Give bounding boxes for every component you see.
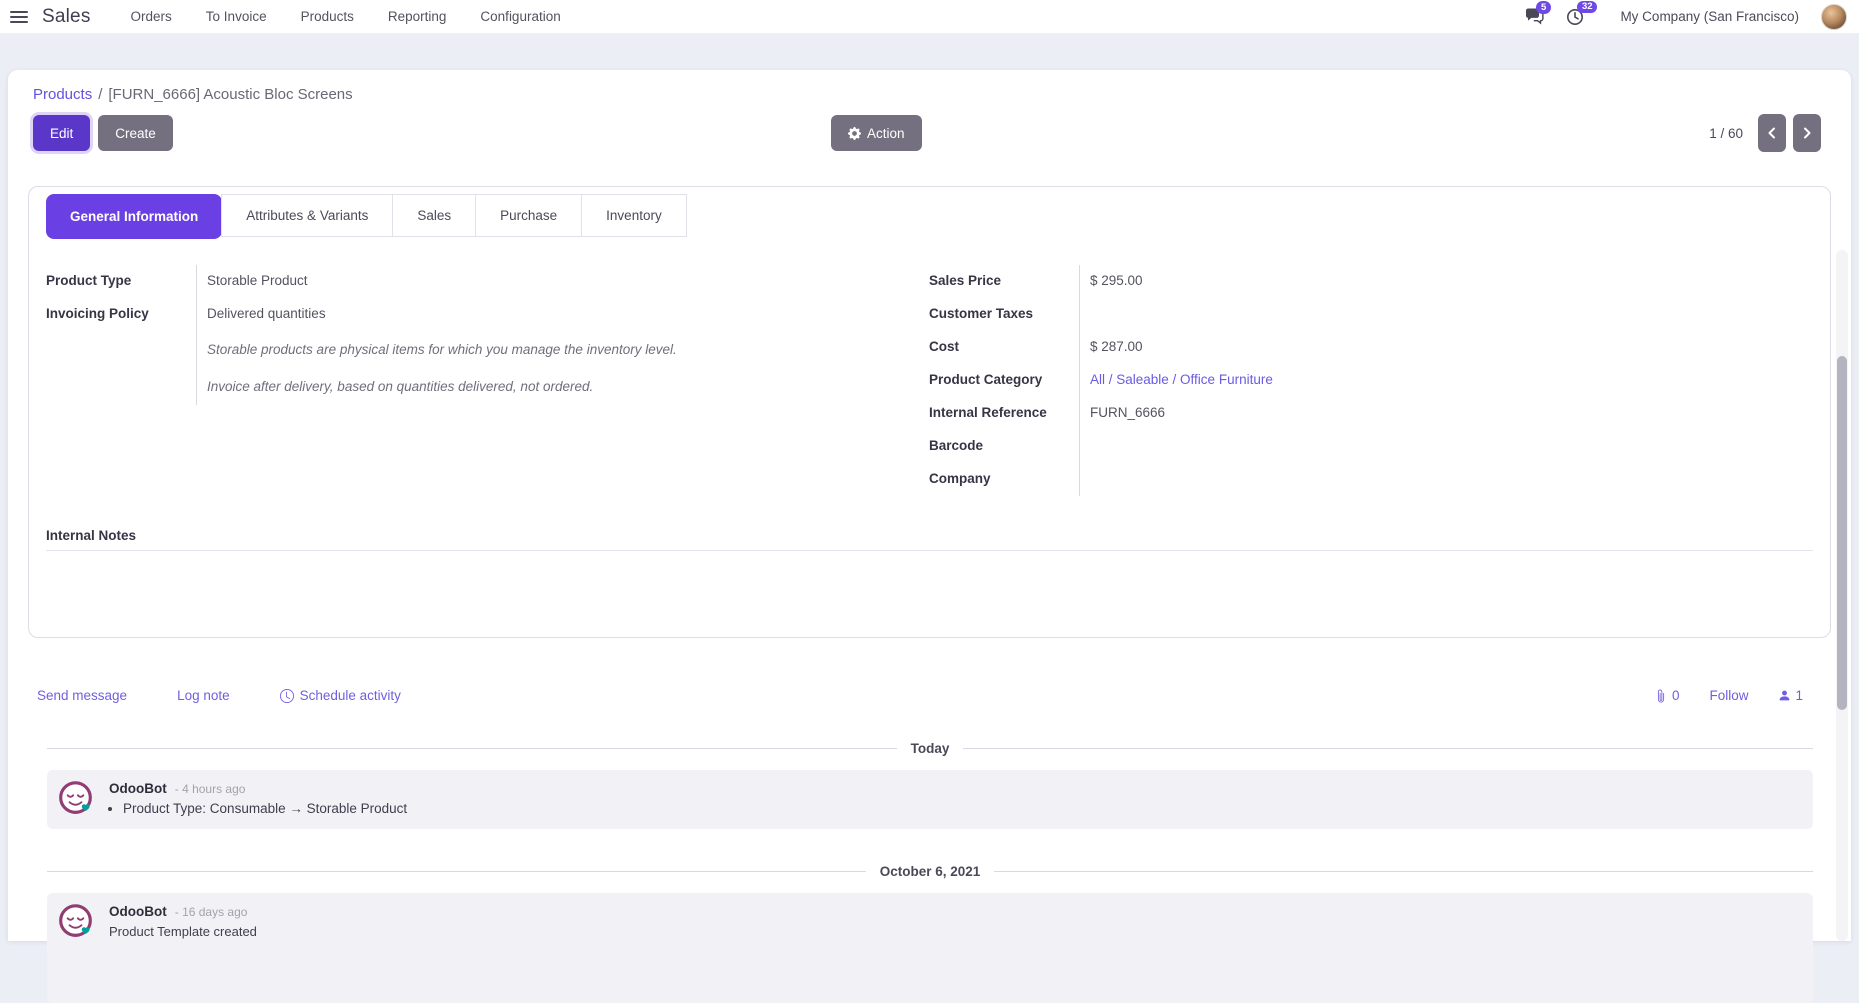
scrollbar-thumb[interactable] (1837, 356, 1847, 710)
breadcrumb-products-link[interactable]: Products (33, 86, 92, 103)
form-right-column: Sales Price $ 295.00 Customer Taxes Cost… (929, 265, 1813, 496)
form-view-panel: Products / [FURN_6666] Acoustic Bloc Scree… (8, 70, 1851, 941)
company-switcher[interactable]: My Company (San Francisco) (1620, 9, 1799, 24)
app-name[interactable]: Sales (42, 6, 91, 28)
internal-reference-label: Internal Reference (929, 397, 1079, 430)
customer-taxes-label: Customer Taxes (929, 298, 1079, 331)
message-timestamp: - 16 days ago (175, 905, 248, 919)
app-menu: Orders To Invoice Products Reporting Con… (131, 9, 561, 24)
log-note-button[interactable]: Log note (177, 688, 230, 703)
message-timestamp: - 4 hours ago (175, 782, 246, 796)
form-sheet: General Information Attributes & Variant… (28, 186, 1831, 638)
menu-reporting[interactable]: Reporting (388, 9, 447, 24)
odoobot-avatar (57, 903, 94, 940)
activities-badge: 32 (1577, 1, 1597, 14)
pager-previous-button[interactable] (1758, 114, 1786, 152)
menu-configuration[interactable]: Configuration (480, 9, 560, 24)
menu-products[interactable]: Products (301, 9, 354, 24)
action-button-label: Action (867, 126, 905, 141)
internal-notes-section: Internal Notes (46, 528, 1813, 551)
date-divider-today: Today (47, 741, 1813, 756)
menu-to-invoice[interactable]: To Invoice (206, 9, 267, 24)
message-thread: Today OdooBot - 4 hours ago (37, 741, 1823, 1003)
barcode-label: Barcode (929, 430, 1079, 463)
chatter-topbar: Send message Log note Schedule activity (37, 688, 1823, 703)
general-information-page: Product Type Storable Product Invoicing … (46, 265, 1813, 496)
attachments-button[interactable]: 0 (1654, 688, 1680, 703)
invoicing-policy-label: Invoicing Policy (46, 298, 196, 331)
pager-value: 1 / 60 (1709, 126, 1743, 141)
top-navbar: Sales Orders To Invoice Products Reporti… (0, 0, 1859, 34)
user-avatar[interactable] (1821, 4, 1847, 30)
breadcrumb-separator: / (98, 86, 102, 103)
sales-price-label: Sales Price (929, 265, 1079, 298)
sales-price-value[interactable]: $ 295.00 (1079, 265, 1783, 298)
followers-button[interactable]: 1 (1778, 688, 1803, 703)
barcode-value[interactable] (1079, 430, 1783, 463)
odoobot-avatar (57, 780, 94, 817)
company-label: Company (929, 463, 1079, 496)
gear-icon (848, 127, 861, 140)
apps-menu-icon[interactable] (10, 11, 28, 23)
attachment-count: 0 (1672, 688, 1680, 703)
storable-help-text: Storable products are physical items for… (196, 331, 929, 368)
schedule-activity-button[interactable]: Schedule activity (280, 688, 401, 703)
chatter: Send message Log note Schedule activity (20, 638, 1839, 1003)
tab-sales[interactable]: Sales (392, 194, 476, 237)
create-button[interactable]: Create (98, 115, 173, 151)
form-left-column: Product Type Storable Product Invoicing … (46, 265, 929, 496)
customer-taxes-value[interactable] (1079, 298, 1783, 331)
product-category-link[interactable]: All / Saleable / Office Furniture (1090, 372, 1273, 387)
tab-purchase[interactable]: Purchase (475, 194, 582, 237)
follow-button[interactable]: Follow (1709, 688, 1748, 703)
product-type-label: Product Type (46, 265, 196, 298)
tab-attributes-variants[interactable]: Attributes & Variants (221, 194, 393, 237)
internal-notes-divider (46, 550, 1813, 551)
invoicing-policy-value[interactable]: Delivered quantities (196, 298, 929, 331)
action-button[interactable]: Action (831, 115, 922, 151)
activities-clock-icon[interactable]: 32 (1566, 8, 1584, 26)
date-divider-october: October 6, 2021 (47, 864, 1813, 879)
person-icon (1778, 689, 1791, 702)
message-old[interactable]: OdooBot - 16 days ago Product Template c… (47, 893, 1813, 1003)
breadcrumb-current: [FURN_6666] Acoustic Bloc Screens (108, 86, 352, 103)
product-category-label: Product Category (929, 364, 1079, 397)
messages-icon[interactable]: 5 (1525, 8, 1544, 25)
send-message-button[interactable]: Send message (37, 688, 127, 703)
breadcrumb: Products / [FURN_6666] Acoustic Bloc Scree… (20, 86, 1839, 103)
tab-general-information[interactable]: General Information (46, 194, 222, 239)
edit-button[interactable]: Edit (33, 115, 90, 151)
messages-badge: 5 (1536, 1, 1550, 14)
internal-reference-value[interactable]: FURN_6666 (1079, 397, 1783, 430)
message-author[interactable]: OdooBot (109, 904, 167, 919)
schedule-activity-label: Schedule activity (300, 688, 401, 703)
invoicing-help-text: Invoice after delivery, based on quantit… (196, 368, 929, 405)
product-type-value[interactable]: Storable Product (196, 265, 929, 298)
cost-label: Cost (929, 331, 1079, 364)
tab-inventory[interactable]: Inventory (581, 194, 687, 237)
internal-notes-label: Internal Notes (46, 528, 1813, 543)
follower-count: 1 (1795, 688, 1803, 703)
cost-value[interactable]: $ 287.00 (1079, 331, 1783, 364)
paperclip-icon (1654, 689, 1668, 703)
pager: 1 / 60 (1709, 114, 1839, 152)
message-text: Product Template created (109, 924, 1799, 939)
control-panel: Edit Create Action 1 / 60 (20, 114, 1839, 152)
company-value[interactable] (1079, 463, 1783, 496)
chatter-tools: 0 Follow 1 (1654, 688, 1823, 703)
menu-orders[interactable]: Orders (131, 9, 172, 24)
notebook-tabs: General Information Attributes & Variant… (46, 194, 1813, 239)
systray: 5 32 My Company (San Francisco) (1525, 4, 1847, 30)
pager-next-button[interactable] (1793, 114, 1821, 152)
message-author[interactable]: OdooBot (109, 781, 167, 796)
clock-icon (280, 689, 294, 703)
